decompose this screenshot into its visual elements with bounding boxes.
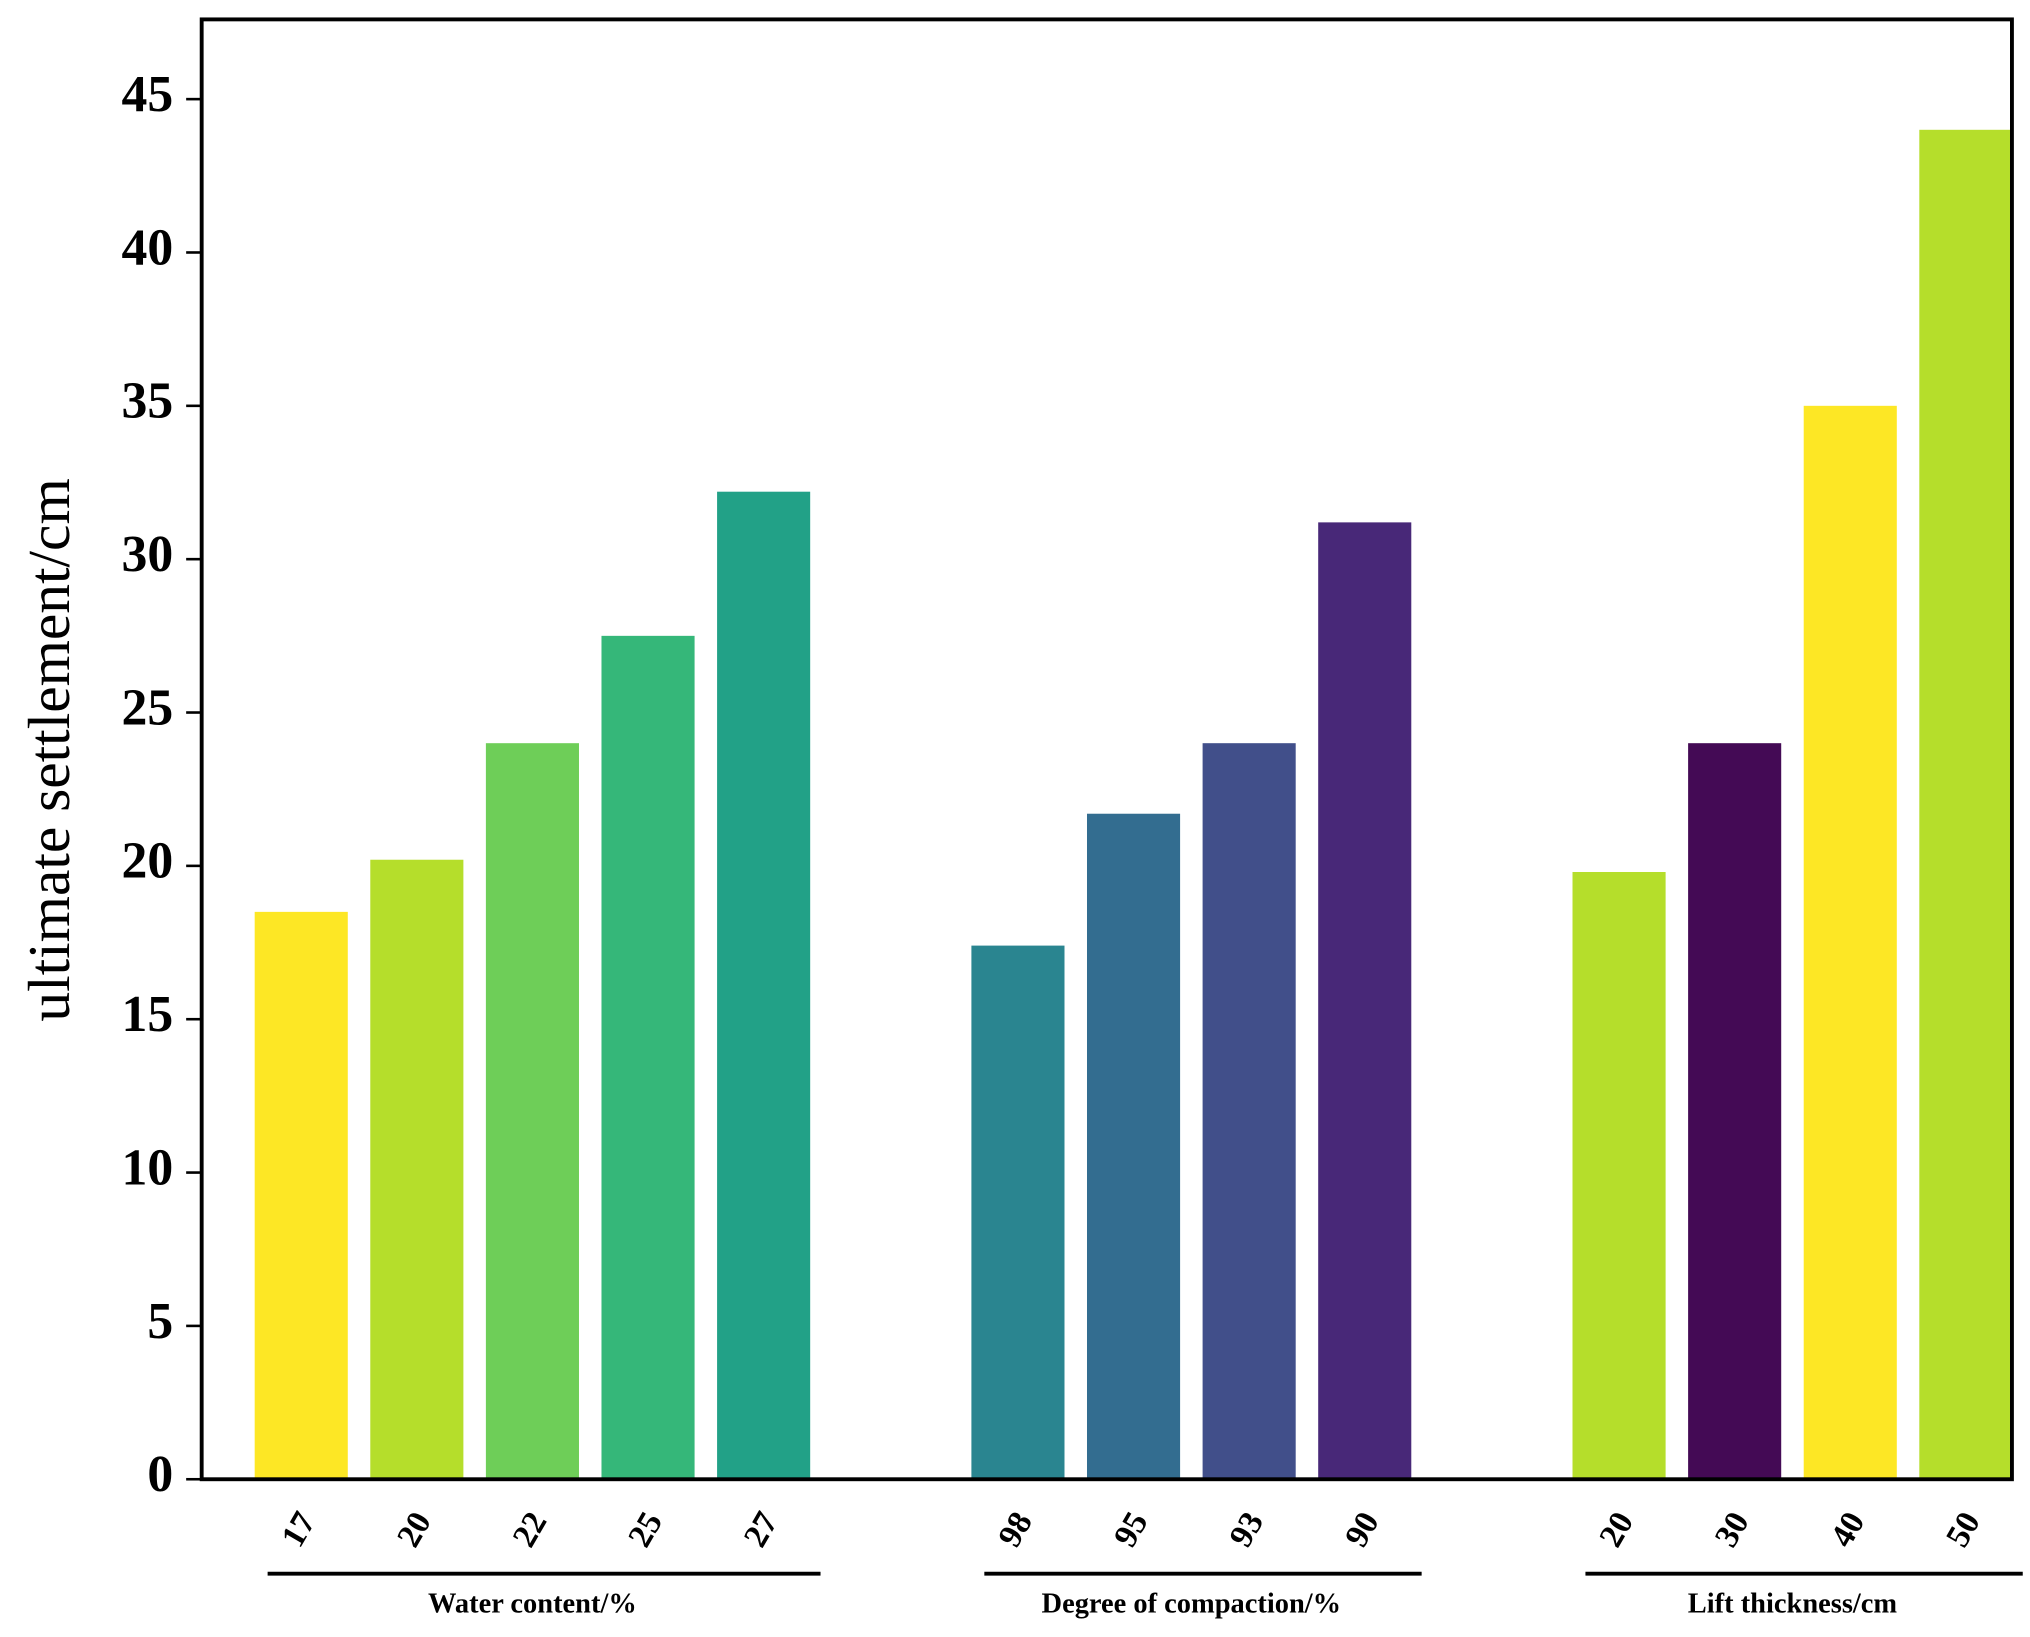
bar <box>370 859 464 1480</box>
bar <box>1688 743 1782 1480</box>
y-tick-label: 25 <box>122 679 174 736</box>
group-label: Lift thickness/cm <box>1688 1588 1898 1619</box>
x-tick-label: 22 <box>506 1506 555 1554</box>
group-label: Degree of compaction/% <box>1042 1588 1342 1619</box>
bar <box>1572 871 1666 1480</box>
bar <box>601 635 695 1480</box>
x-tick-label: 95 <box>1107 1506 1156 1554</box>
x-tick-label: 27 <box>737 1506 786 1554</box>
bar <box>254 911 348 1480</box>
bar <box>485 743 579 1480</box>
bar <box>1202 743 1296 1480</box>
x-tick-label: 40 <box>1823 1506 1872 1554</box>
y-tick-label: 5 <box>147 1293 173 1350</box>
y-tick-label: 10 <box>122 1139 174 1196</box>
bar <box>717 491 811 1480</box>
y-tick-label: 0 <box>147 1446 173 1503</box>
x-tick-label: 20 <box>1592 1506 1641 1554</box>
x-tick-label: 17 <box>274 1506 323 1554</box>
x-tick-label: 20 <box>390 1506 439 1554</box>
bar <box>1803 405 1897 1480</box>
x-tick-label: 90 <box>1338 1506 1387 1554</box>
y-tick-label: 40 <box>122 219 174 276</box>
x-tick-label: 93 <box>1222 1506 1271 1554</box>
y-tick-label: 30 <box>122 526 174 583</box>
y-tick-label: 45 <box>122 66 174 123</box>
group-label: Water content/% <box>428 1588 637 1619</box>
plot-frame <box>199 17 2014 1482</box>
y-tick-label: 35 <box>122 373 174 430</box>
bar <box>971 945 1065 1480</box>
y-tick-label: 20 <box>122 833 174 890</box>
bar <box>1086 813 1181 1480</box>
x-tick-label: 30 <box>1708 1506 1757 1554</box>
x-tick-label: 98 <box>991 1506 1040 1554</box>
y-axis-label: ultimate settlement/cm <box>16 478 82 1021</box>
x-tick-label: 50 <box>1939 1506 1988 1554</box>
bar <box>1318 522 1412 1480</box>
x-tick-label: 25 <box>621 1506 670 1554</box>
y-tick-label: 15 <box>122 986 174 1043</box>
bar <box>1919 129 2013 1480</box>
